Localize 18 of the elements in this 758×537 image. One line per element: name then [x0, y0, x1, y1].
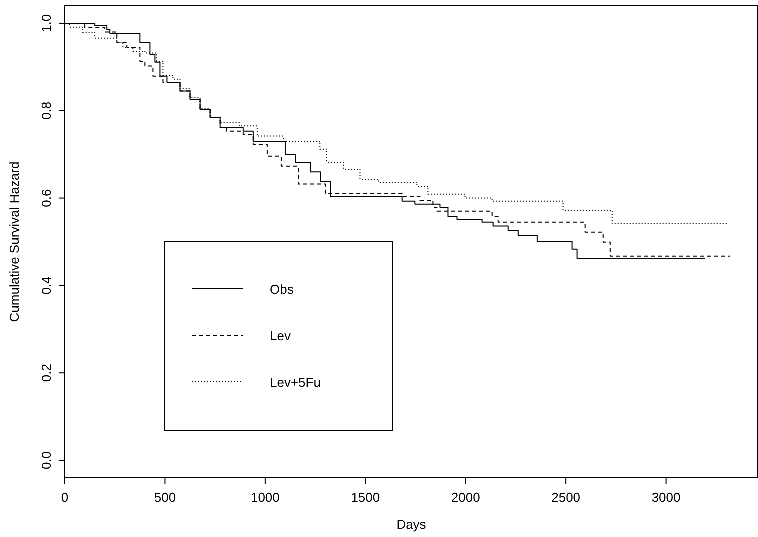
y-tick-label: 1.0	[39, 14, 54, 33]
y-tick-label: 0.2	[39, 364, 54, 382]
y-tick-label: 0.8	[39, 102, 54, 120]
y-tick-label: 0.0	[39, 451, 54, 470]
legend-label: Obs	[270, 282, 294, 297]
legend-label: Lev+5Fu	[270, 375, 321, 390]
x-tick-label: 1500	[351, 490, 380, 505]
x-tick-label: 0	[61, 490, 69, 505]
y-axis-title: Cumulative Survival Hazard	[7, 162, 22, 322]
y-tick-label: 0.6	[39, 189, 54, 208]
x-tick-label: 2500	[552, 490, 581, 505]
x-tick-label: 2000	[451, 490, 480, 505]
y-tick-label: 0.4	[39, 276, 54, 295]
x-axis-title: Days	[396, 517, 427, 532]
x-tick-label: 1000	[250, 490, 280, 505]
x-tick-label: 500	[154, 490, 176, 505]
legend-label: Lev	[270, 328, 292, 344]
x-tick-label: 3000	[652, 490, 681, 505]
